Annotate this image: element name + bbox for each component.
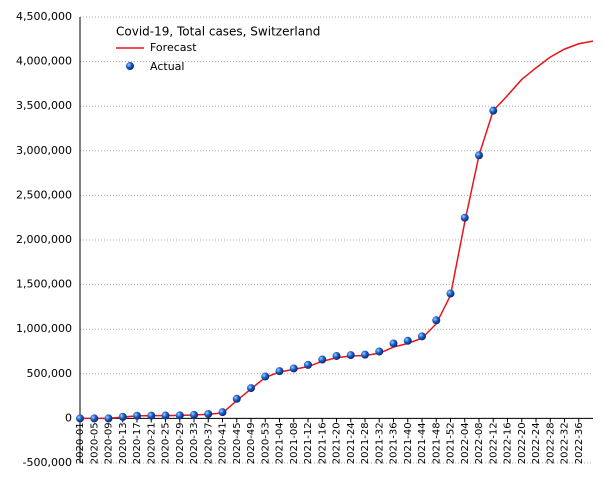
x-tick-label: 2022-04 <box>460 422 471 464</box>
actual-point <box>332 351 341 360</box>
y-tick-label: 4,000,000 <box>16 55 72 68</box>
y-tick-label: 2,000,000 <box>16 233 72 246</box>
legend-swatch <box>126 62 134 70</box>
x-tick-label: 2022-20 <box>517 422 528 464</box>
actual-point <box>118 412 127 421</box>
x-tick-label: 2020-09 <box>104 422 115 464</box>
actual-point <box>247 384 255 393</box>
x-tick-label: 2020-53 <box>260 422 271 464</box>
chart-title: Covid-19, Total cases, Switzerland <box>116 25 320 39</box>
actual-point <box>389 339 398 348</box>
y-tick-label: 3,500,000 <box>16 99 72 112</box>
x-tick-label: 2022-36 <box>574 422 585 464</box>
actual-point <box>133 411 141 420</box>
x-tick-label: 2020-45 <box>232 422 243 464</box>
x-tick-label: 2020-33 <box>189 422 200 464</box>
actual-point <box>204 409 213 418</box>
x-tick-label: 2021-52 <box>446 422 457 464</box>
x-tick-label: 2021-36 <box>389 422 400 464</box>
actual-point <box>375 347 384 356</box>
actual-point <box>275 367 284 376</box>
y-tick-label: -500,000 <box>23 456 72 469</box>
y-tick-label: 2,500,000 <box>16 188 72 201</box>
x-tick-label: 2020-13 <box>118 422 129 464</box>
actual-point <box>346 351 355 360</box>
grid <box>80 16 593 464</box>
x-tick-label: 2021-28 <box>360 422 371 464</box>
x-tick-label: 2021-04 <box>275 422 286 464</box>
x-tick-label: 2021-12 <box>303 422 314 464</box>
x-tick-label: 2021-48 <box>431 422 442 464</box>
x-tick-label: 2022-08 <box>474 422 485 464</box>
legend-label: Actual <box>150 60 184 73</box>
x-tick-label: 2021-32 <box>374 422 385 464</box>
actual-point <box>289 364 298 373</box>
actual-point <box>218 408 227 417</box>
x-tick-label: 2020-01 <box>75 422 86 464</box>
x-tick-label: 2022-32 <box>560 422 571 464</box>
x-tick-label: 2020-37 <box>203 422 214 464</box>
x-tick-label: 2021-16 <box>317 422 328 464</box>
y-tick-label: 500,000 <box>27 367 73 380</box>
y-tick-label: 3,000,000 <box>16 144 72 157</box>
x-tick-label: 2021-20 <box>332 422 343 464</box>
x-tick-label: 2022-12 <box>488 422 499 464</box>
legend-label: Forecast <box>150 41 197 54</box>
actual-point <box>418 332 426 341</box>
actual-point <box>190 410 198 419</box>
x-tick-label: 2020-21 <box>146 422 157 464</box>
actual-point <box>475 151 483 160</box>
x-tick-label: 2021-08 <box>289 422 300 464</box>
x-tick-label: 2021-24 <box>346 422 357 464</box>
actual-point <box>446 289 455 298</box>
x-tick-label: 2021-44 <box>417 422 428 464</box>
x-tick-label: 2022-28 <box>545 422 556 464</box>
forecast-line <box>80 40 594 420</box>
x-tick-label: 2020-41 <box>218 422 229 464</box>
x-tick-label: 2022-16 <box>503 422 514 464</box>
actual-point <box>232 394 241 403</box>
y-tick-label: 1,000,000 <box>16 322 72 335</box>
actual-point <box>161 411 170 420</box>
actual-point <box>460 213 469 222</box>
x-tick-label: 2020-29 <box>175 422 186 464</box>
actual-point <box>318 355 327 364</box>
actual-point <box>489 106 498 115</box>
actual-point <box>147 411 156 420</box>
x-tick-label: 2021-40 <box>403 422 414 464</box>
y-tick-label: 0 <box>65 411 72 424</box>
y-tick-label: 4,500,000 <box>16 10 72 23</box>
actual-point <box>76 414 84 423</box>
actual-point <box>175 411 184 420</box>
x-tick-label: 2020-49 <box>246 422 257 464</box>
x-tick-label: 2020-17 <box>132 422 143 464</box>
actual-point <box>304 360 312 369</box>
actual-point <box>403 336 412 345</box>
x-tick-label: 2022-24 <box>531 422 542 464</box>
actual-point <box>432 316 441 325</box>
actual-point <box>104 414 113 423</box>
x-tick-label: 2020-05 <box>89 422 100 464</box>
actual-point <box>90 414 99 423</box>
actual-point <box>261 372 270 381</box>
actual-point <box>361 350 369 359</box>
y-tick-label: 1,500,000 <box>16 278 72 291</box>
x-tick-label: 2020-25 <box>161 422 172 464</box>
